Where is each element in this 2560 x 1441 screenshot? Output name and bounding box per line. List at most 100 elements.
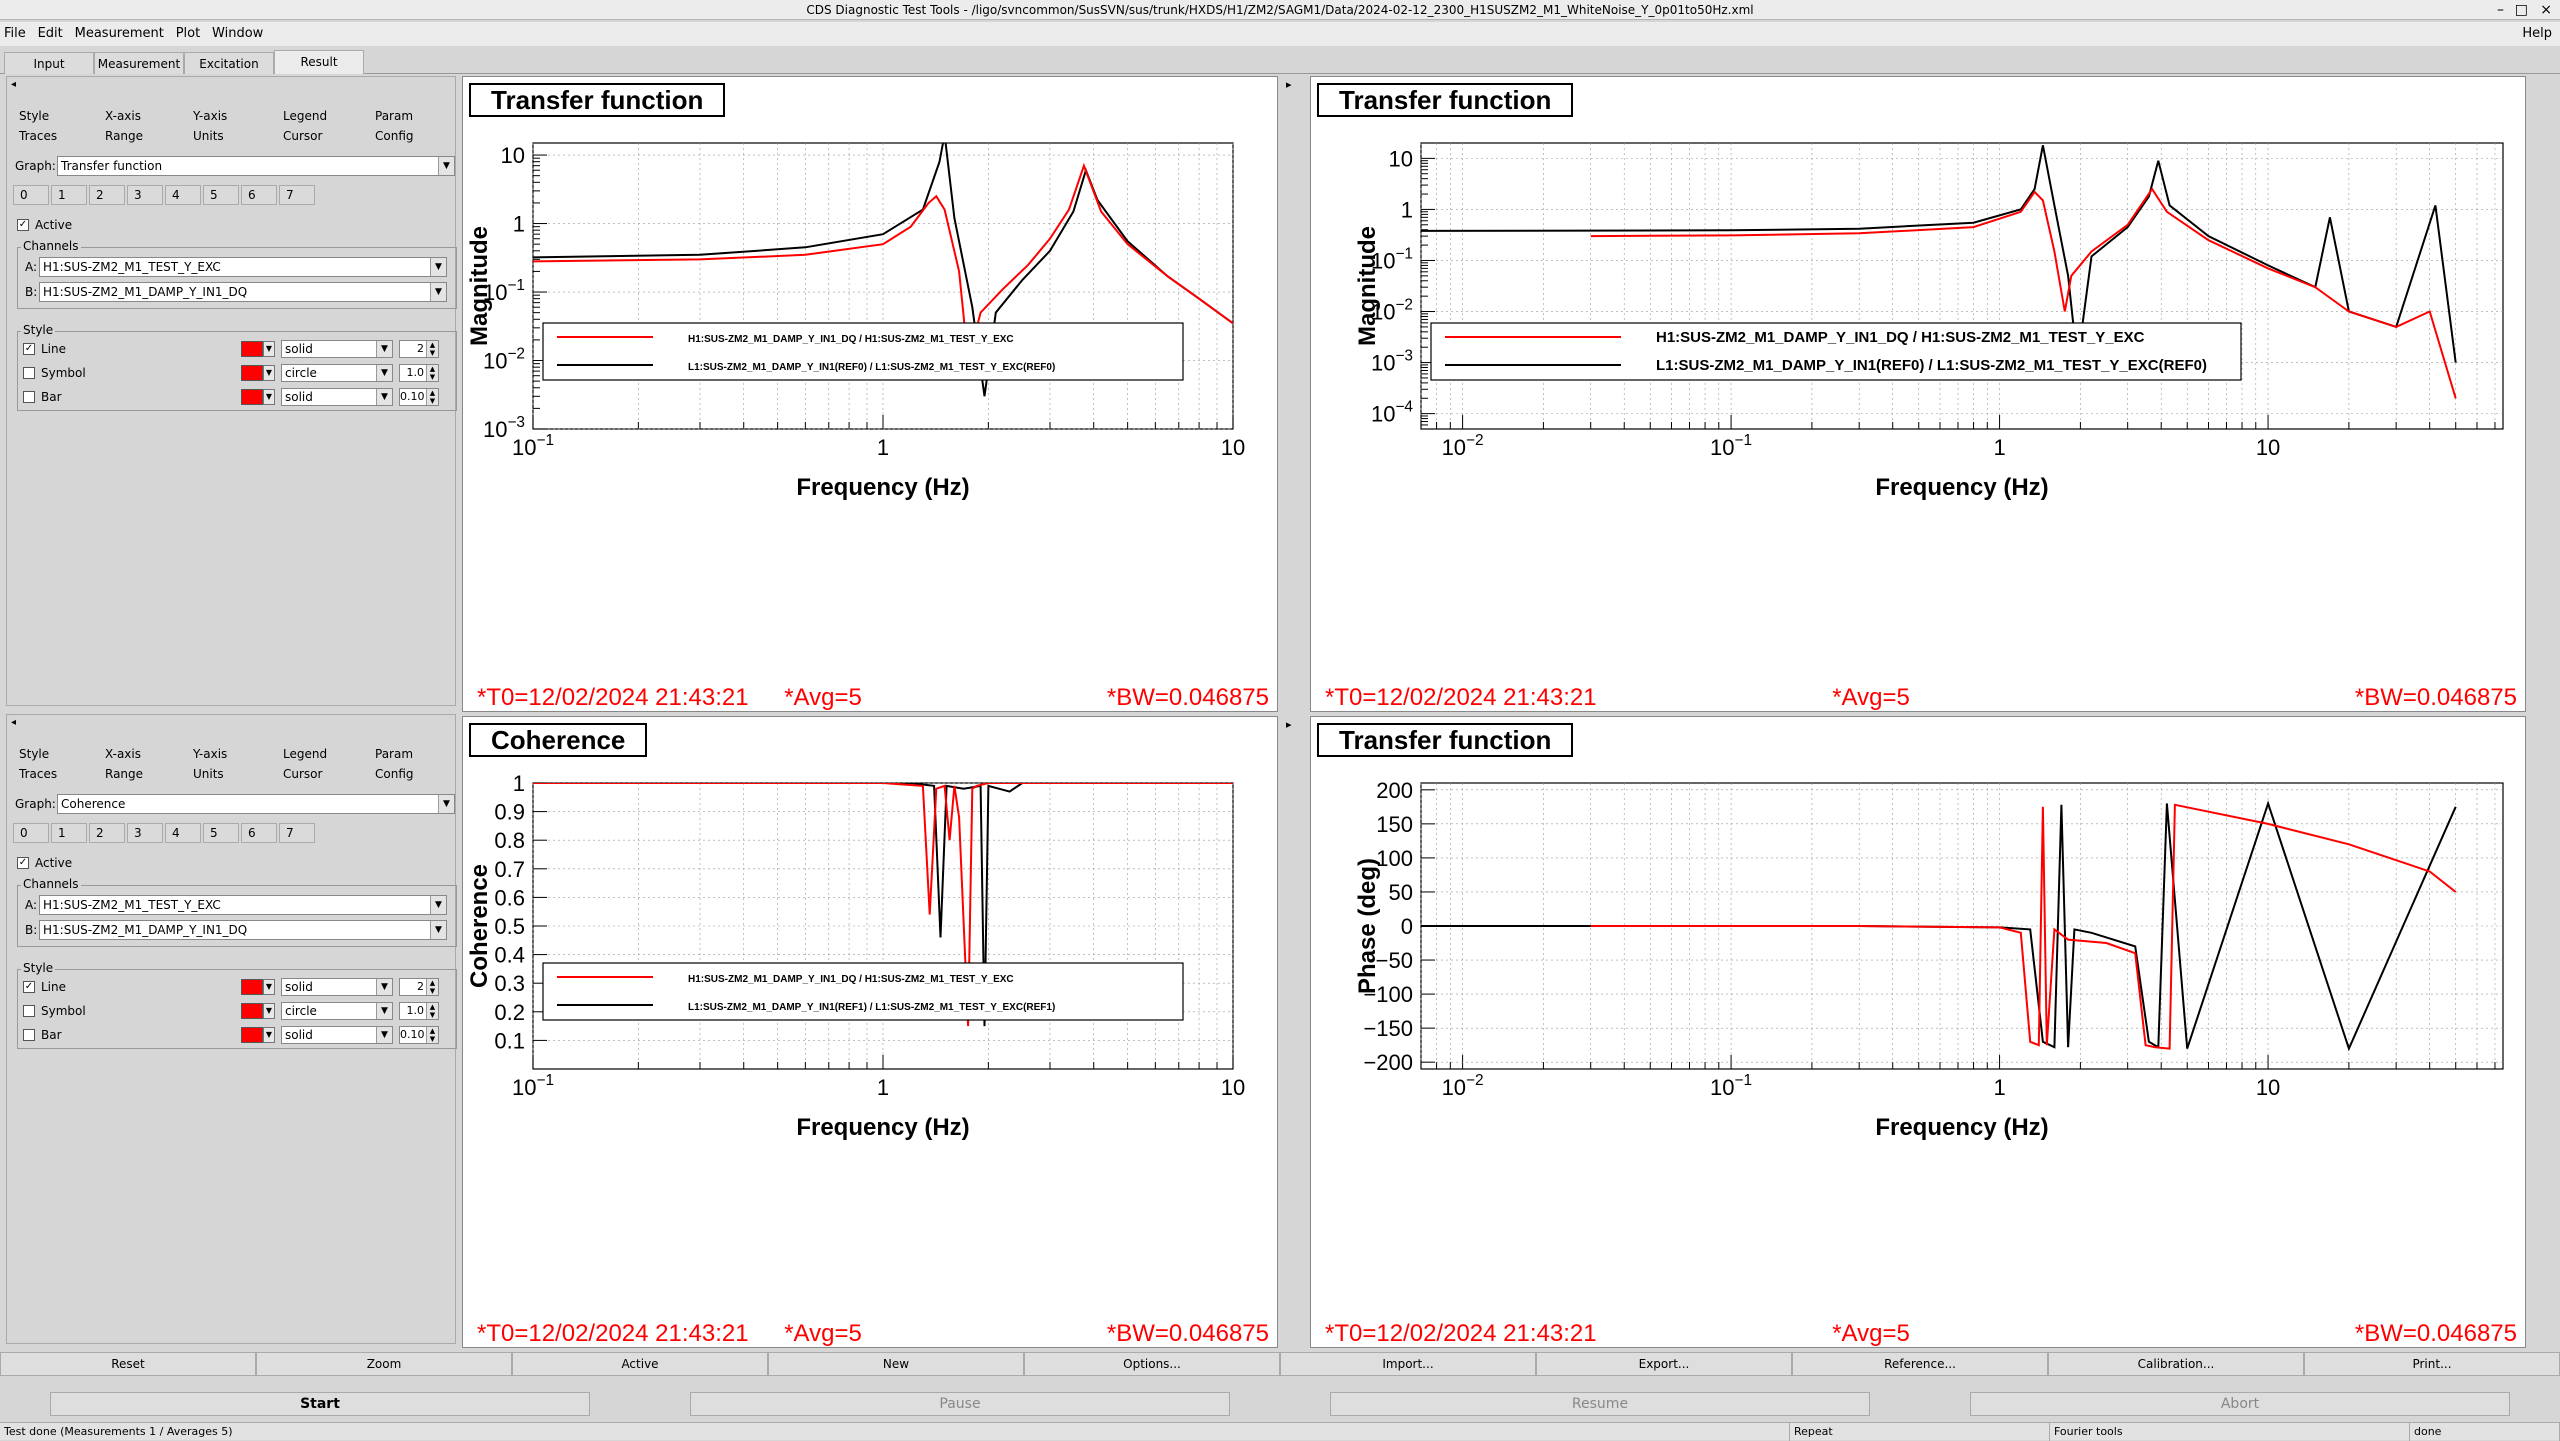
line-color-swatch[interactable] bbox=[241, 979, 263, 995]
bar-size-spinner[interactable]: 0.10 ▲ ▼ bbox=[399, 388, 439, 406]
start-button[interactable]: Start bbox=[50, 1392, 590, 1416]
chevron-down-icon[interactable]: ▼ bbox=[263, 979, 275, 995]
channel-b-select[interactable]: H1:SUS-ZM2_M1_DAMP_Y_IN1_DQ ▼ bbox=[39, 282, 447, 302]
menu-plot[interactable]: Plot bbox=[175, 26, 201, 41]
tab-input[interactable]: Input bbox=[4, 52, 94, 74]
spinner-arrows-icon[interactable]: ▲ ▼ bbox=[426, 365, 438, 381]
trace-tab-6[interactable]: 6 bbox=[241, 823, 277, 843]
line-checkbox[interactable]: ✓ bbox=[23, 981, 35, 993]
graph-select[interactable]: Transfer function ▼ bbox=[57, 156, 455, 176]
plot-pane-phase[interactable]: Transfer function 10−2 10−1 1 10 −200 −150 −10… bbox=[1310, 716, 2526, 1348]
trace-tab-5[interactable]: 5 bbox=[203, 823, 239, 843]
chevron-down-icon[interactable]: ▼ bbox=[263, 1003, 275, 1019]
trace-tab-7[interactable]: 7 bbox=[279, 185, 315, 205]
trace-tab-3[interactable]: 3 bbox=[127, 823, 163, 843]
panel-tab[interactable]: Legend bbox=[283, 747, 328, 761]
trace-tab-1[interactable]: 1 bbox=[51, 185, 87, 205]
resume-button[interactable]: Resume bbox=[1330, 1392, 1870, 1416]
active-button[interactable]: Active bbox=[512, 1352, 768, 1376]
line-size-spinner[interactable]: 2 ▲ ▼ bbox=[399, 340, 439, 358]
menu-file[interactable]: File bbox=[4, 26, 26, 41]
plot-svg[interactable]: 10−2 10−1 1 10 −200 −150 −100 −50 0 50 100 150 200 Fr… bbox=[1311, 717, 2527, 1349]
minimize-icon[interactable]: – bbox=[2497, 2, 2504, 18]
symbol-size-spinner[interactable]: 1.0 ▲ ▼ bbox=[399, 1002, 439, 1020]
chevron-down-icon[interactable]: ▼ bbox=[376, 1027, 392, 1043]
channel-a-select[interactable]: H1:SUS-ZM2_M1_TEST_Y_EXC ▼ bbox=[39, 895, 447, 915]
export-button[interactable]: Export... bbox=[1536, 1352, 1792, 1376]
panel-tab[interactable]: Legend bbox=[283, 109, 328, 123]
trace-tab-0[interactable]: 0 bbox=[13, 823, 49, 843]
bar-style-select[interactable]: solid ▼ bbox=[281, 1026, 393, 1044]
panel-tab[interactable]: Range bbox=[105, 129, 144, 143]
symbol-checkbox[interactable] bbox=[23, 367, 35, 379]
plot-svg[interactable]: 10−2 10−1 1 10 10−4 10−3 10−2 10−1 1 10 Frequency … bbox=[1311, 77, 2527, 713]
tab-excitation[interactable]: Excitation bbox=[184, 52, 274, 74]
chevron-down-icon[interactable]: ▼ bbox=[376, 979, 392, 995]
chevron-down-icon[interactable]: ▼ bbox=[438, 795, 454, 813]
channel-a-select[interactable]: H1:SUS-ZM2_M1_TEST_Y_EXC ▼ bbox=[39, 257, 447, 277]
trace-tab-4[interactable]: 4 bbox=[165, 823, 201, 843]
panel-tab[interactable]: Config bbox=[375, 767, 414, 781]
panel-tab[interactable]: Y-axis bbox=[193, 747, 228, 761]
print-button[interactable]: Print... bbox=[2304, 1352, 2560, 1376]
symbol-color-swatch[interactable] bbox=[241, 365, 263, 381]
channel-b-select[interactable]: H1:SUS-ZM2_M1_DAMP_Y_IN1_DQ ▼ bbox=[39, 920, 447, 940]
panel-tab[interactable]: X-axis bbox=[105, 109, 141, 123]
spinner-arrows-icon[interactable]: ▲ ▼ bbox=[426, 979, 438, 995]
plot-svg[interactable]: 10−1 1 10 0.1 0.2 0.3 0.4 0.5 0.6 0.7 0.8 0.9 1 Frequ… bbox=[463, 717, 1279, 1349]
chevron-down-icon[interactable]: ▼ bbox=[376, 341, 392, 357]
symbol-checkbox[interactable] bbox=[23, 1005, 35, 1017]
panel-tab[interactable]: Cursor bbox=[283, 129, 323, 143]
calibration-button[interactable]: Calibration... bbox=[2048, 1352, 2304, 1376]
zoom-button[interactable]: Zoom bbox=[256, 1352, 512, 1376]
panel-tab[interactable]: Traces bbox=[19, 129, 58, 143]
chevron-down-icon[interactable]: ▼ bbox=[438, 157, 454, 175]
chevron-down-icon[interactable]: ▼ bbox=[430, 283, 446, 301]
spinner-arrows-icon[interactable]: ▲ ▼ bbox=[426, 1003, 438, 1019]
panel-tab[interactable]: Style bbox=[19, 109, 50, 123]
bar-color-swatch[interactable] bbox=[241, 1027, 263, 1043]
chevron-down-icon[interactable]: ▼ bbox=[430, 258, 446, 276]
panel-tab[interactable]: Units bbox=[193, 129, 224, 143]
menu-measurement[interactable]: Measurement bbox=[74, 26, 164, 41]
chevron-down-icon[interactable]: ▼ bbox=[263, 389, 275, 405]
collapse-arrow-icon[interactable]: ◂ bbox=[11, 79, 17, 90]
symbol-color-swatch[interactable] bbox=[241, 1003, 263, 1019]
panel-tab[interactable]: Y-axis bbox=[193, 109, 228, 123]
panel-tab[interactable]: Range bbox=[105, 767, 144, 781]
tab-measurement[interactable]: Measurement bbox=[94, 52, 184, 74]
trace-tab-1[interactable]: 1 bbox=[51, 823, 87, 843]
panel-tab[interactable]: Style bbox=[19, 747, 50, 761]
chevron-down-icon[interactable]: ▼ bbox=[263, 365, 275, 381]
menu-edit[interactable]: Edit bbox=[37, 26, 63, 41]
panel-tab[interactable]: X-axis bbox=[105, 747, 141, 761]
chevron-down-icon[interactable]: ▼ bbox=[376, 365, 392, 381]
chevron-down-icon[interactable]: ▼ bbox=[263, 341, 275, 357]
panel-tab[interactable]: Param bbox=[375, 109, 414, 123]
spinner-arrows-icon[interactable]: ▲ ▼ bbox=[426, 341, 438, 357]
plot-pane-magnitude-left[interactable]: Transfer function 10−1 1 10 10−3 10−2 10−1 1 10… bbox=[462, 76, 1278, 712]
chevron-down-icon[interactable]: ▼ bbox=[376, 1003, 392, 1019]
panel-tab[interactable]: Traces bbox=[19, 767, 58, 781]
trace-tab-2[interactable]: 2 bbox=[89, 823, 125, 843]
trace-tab-2[interactable]: 2 bbox=[89, 185, 125, 205]
reset-button[interactable]: Reset bbox=[0, 1352, 256, 1376]
trace-tab-3[interactable]: 3 bbox=[127, 185, 163, 205]
chevron-down-icon[interactable]: ▼ bbox=[376, 389, 392, 405]
trace-tab-5[interactable]: 5 bbox=[203, 185, 239, 205]
panel-tab[interactable]: Param bbox=[375, 747, 414, 761]
line-size-spinner[interactable]: 2 ▲ ▼ bbox=[399, 978, 439, 996]
symbol-style-select[interactable]: circle ▼ bbox=[281, 364, 393, 382]
chevron-down-icon[interactable]: ▼ bbox=[263, 1027, 275, 1043]
import-button[interactable]: Import... bbox=[1280, 1352, 1536, 1376]
bar-style-select[interactable]: solid ▼ bbox=[281, 388, 393, 406]
reference-button[interactable]: Reference... bbox=[1792, 1352, 2048, 1376]
bar-checkbox[interactable] bbox=[23, 1029, 35, 1041]
symbol-style-select[interactable]: circle ▼ bbox=[281, 1002, 393, 1020]
symbol-size-spinner[interactable]: 1.0 ▲ ▼ bbox=[399, 364, 439, 382]
pane-toggle-icon[interactable]: ▸ bbox=[1286, 78, 1292, 91]
bar-size-spinner[interactable]: 0.10 ▲ ▼ bbox=[399, 1026, 439, 1044]
graph-select[interactable]: Coherence ▼ bbox=[57, 794, 455, 814]
trace-tab-6[interactable]: 6 bbox=[241, 185, 277, 205]
collapse-arrow-icon[interactable]: ◂ bbox=[11, 717, 17, 728]
